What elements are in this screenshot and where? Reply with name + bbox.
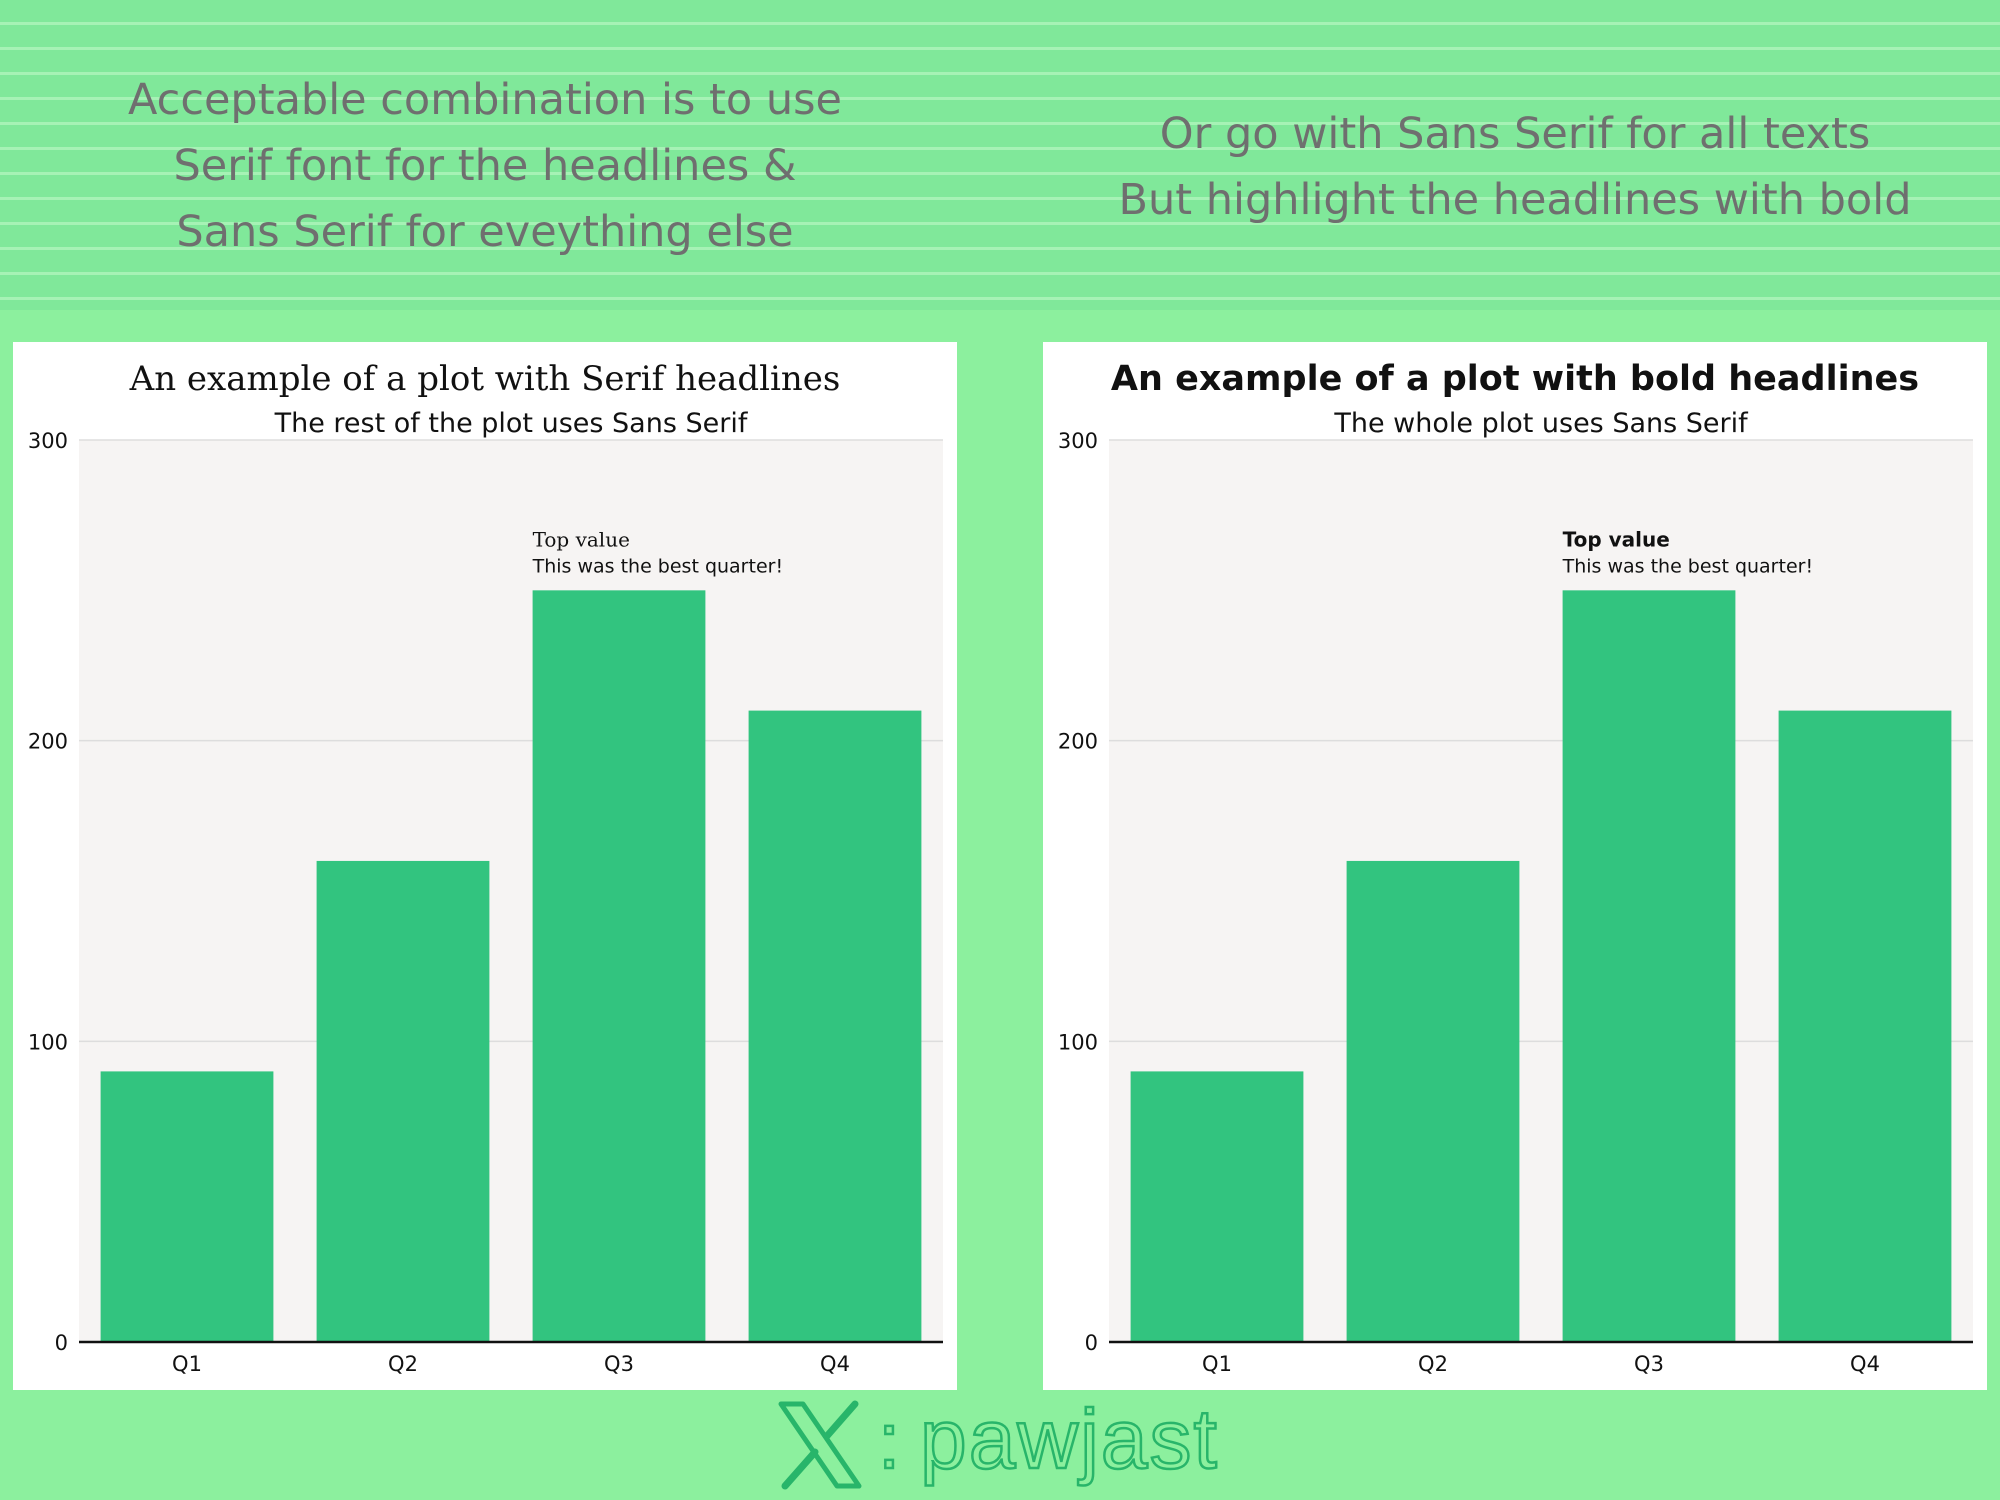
- footer-handle: pawjast: [919, 1391, 1219, 1488]
- caption-left-line-3: Sans Serif for eveything else: [176, 207, 794, 257]
- bar-q1: [1130, 1071, 1304, 1342]
- x-logo-icon: [778, 1400, 862, 1490]
- chart-panel-serif: An example of a plot with Serif headline…: [13, 342, 957, 1390]
- bar-q3: [532, 590, 706, 1342]
- y-tick-label: 0: [55, 1331, 68, 1355]
- y-tick-label: 300: [28, 429, 68, 453]
- annotation-title: Top value: [533, 527, 630, 551]
- caption-left: Acceptable combination is to use Serif f…: [100, 67, 870, 265]
- chart-title: An example of a plot with bold headlines: [1111, 359, 1919, 399]
- annotation-text: This was the best quarter!: [1562, 555, 1813, 577]
- annotation-text: This was the best quarter!: [532, 555, 783, 577]
- chart-bold-headlines: An example of a plot with bold headlines…: [1058, 359, 1973, 1376]
- y-tick-label: 100: [1058, 1030, 1098, 1054]
- x-tick-label: Q2: [1418, 1352, 1448, 1376]
- y-tick-label: 200: [28, 730, 68, 754]
- chart-panel-bold: An example of a plot with bold headlines…: [1043, 342, 1987, 1390]
- caption-right-line-1: Or go with Sans Serif for all texts: [1159, 109, 1871, 159]
- x-tick-label: Q4: [820, 1352, 850, 1376]
- bar-q4: [748, 710, 922, 1342]
- footer-credit: : pawjast: [770, 1391, 1250, 1495]
- y-tick-label: 0: [1085, 1331, 1098, 1355]
- x-tick-label: Q2: [388, 1352, 418, 1376]
- y-tick-label: 100: [28, 1030, 68, 1054]
- bar-q2: [316, 860, 490, 1342]
- y-tick-label: 300: [1058, 429, 1098, 453]
- chart-subtitle: The rest of the plot uses Sans Serif: [274, 408, 749, 439]
- bar-q4: [1778, 710, 1952, 1342]
- header-band: [0, 0, 2000, 310]
- caption-right-line-2: But highlight the headlines with bold: [1118, 175, 1912, 225]
- x-tick-label: Q1: [1202, 1352, 1232, 1376]
- x-tick-label: Q3: [604, 1352, 634, 1376]
- caption-left-line-2: Serif font for the headlines &: [173, 141, 797, 191]
- chart-title: An example of a plot with Serif headline…: [129, 359, 841, 399]
- annotation-title: Top value: [1563, 527, 1670, 551]
- x-tick-label: Q3: [1634, 1352, 1664, 1376]
- bar-q2: [1346, 860, 1520, 1342]
- bar-q1: [100, 1071, 274, 1342]
- chart-subtitle: The whole plot uses Sans Serif: [1333, 408, 1749, 439]
- footer-separator: :: [877, 1395, 902, 1487]
- x-tick-label: Q1: [172, 1352, 202, 1376]
- y-tick-label: 200: [1058, 730, 1098, 754]
- caption-left-line-1: Acceptable combination is to use: [128, 75, 842, 125]
- caption-right: Or go with Sans Serif for all texts But …: [1115, 101, 1915, 233]
- bar-q3: [1562, 590, 1736, 1342]
- chart-serif-headlines: An example of a plot with Serif headline…: [28, 359, 943, 1376]
- x-tick-label: Q4: [1850, 1352, 1880, 1376]
